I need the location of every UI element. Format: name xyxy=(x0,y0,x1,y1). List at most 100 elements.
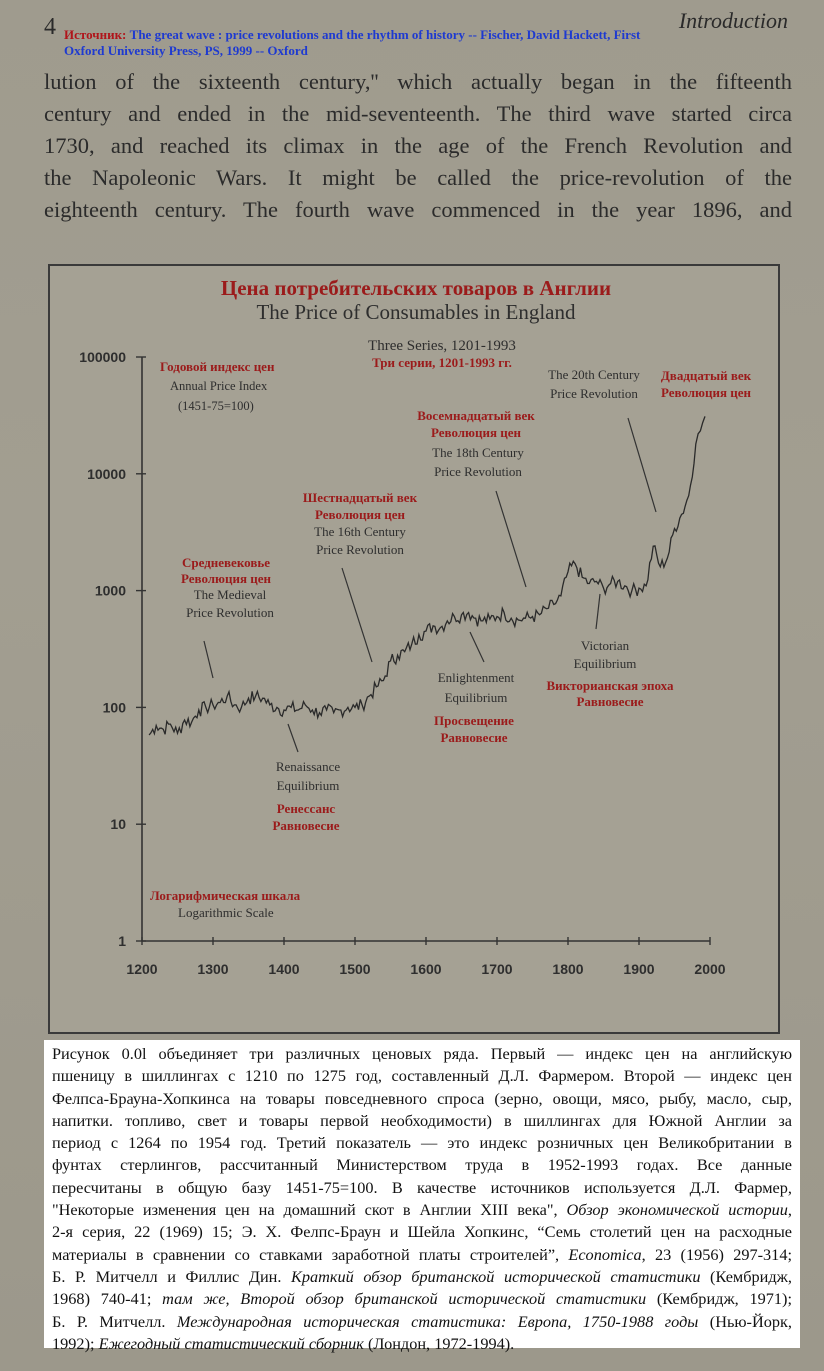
source-line-2: Oxford University Press, PS, 1999 -- Oxf… xyxy=(64,43,308,58)
caption-text: Б. Р. Митчелл. xyxy=(52,1311,177,1331)
caption-line: напитки. топливо, свет и товары первой н… xyxy=(52,1110,792,1132)
caption-text: 1968) 740-41; xyxy=(52,1289,163,1309)
renaissance-pointer xyxy=(287,723,299,753)
body-line: century and ended in the mid-seventeenth… xyxy=(44,101,792,126)
medieval-label-en-2: Price Revolution xyxy=(186,605,274,620)
caption-citation-title: Economica xyxy=(568,1244,642,1264)
source-label: Источник: xyxy=(64,27,127,42)
body-paragraph: lution of the sixteenth century,'' which… xyxy=(44,66,792,226)
body-line: 1730, and reached its climax in the age … xyxy=(44,133,792,158)
caption-text: "Некоторые изменения цен на домашний ско… xyxy=(52,1200,567,1220)
x-tick-label: 1400 xyxy=(268,961,299,977)
index-label-en: Annual Price Index xyxy=(170,379,268,393)
caption-line: Б. Р. Митчелл. Международная историческа… xyxy=(52,1311,792,1333)
caption-line: 1992); Ежегодный статистический сборник … xyxy=(52,1333,792,1355)
c16-pointer xyxy=(341,567,373,663)
enlightenment-label-ru-2: Равновесие xyxy=(440,730,507,745)
scale-label-en: Logarithmic Scale xyxy=(178,905,274,920)
caption-text: напитки. топливо, свет и товары первой н… xyxy=(52,1110,792,1130)
c18-pointer xyxy=(495,490,527,588)
renaissance-label-ru-2: Равновесие xyxy=(272,818,339,833)
caption-line: "Некоторые изменения цен на домашний ско… xyxy=(52,1199,792,1221)
caption-text: Фелпса-Брауна-Хопкинса на товары повседн… xyxy=(52,1088,792,1108)
c20-label-ru-2: Революция цен xyxy=(661,385,752,400)
victorian-pointer xyxy=(595,593,601,630)
chart-subtitle-ru: Три серии, 1201-1993 гг. xyxy=(372,355,512,370)
x-tick-label: 1200 xyxy=(126,961,157,977)
caption-citation-title: Обзор экономической истории xyxy=(566,1200,788,1220)
caption-line: пересчитаны в общую базу 1451-75=100. В … xyxy=(52,1177,792,1199)
x-tick-label: 2000 xyxy=(694,961,725,977)
caption-line: период с 1264 по 1954 год. Третий показа… xyxy=(52,1132,792,1154)
enlightenment-pointer xyxy=(469,631,485,663)
x-tick-label: 1600 xyxy=(410,961,441,977)
caption-text: фунтах стерлингов, рассчитанный Министер… xyxy=(52,1155,792,1175)
y-tick-label: 1000 xyxy=(95,583,126,599)
y-tick-label: 1 xyxy=(118,933,126,949)
caption-line: фунтах стерлингов, рассчитанный Министер… xyxy=(52,1154,792,1176)
x-tick-label: 1700 xyxy=(481,961,512,977)
caption-text: , xyxy=(787,1200,792,1220)
enlightenment-label-en-2: Equilibrium xyxy=(445,690,508,705)
c20-label-en-2: Price Revolution xyxy=(550,386,638,401)
caption-line: 1968) 740-41; там же, Второй обзор брита… xyxy=(52,1288,792,1310)
caption-line: Рисунок 0.0l объединяет три различных це… xyxy=(52,1043,792,1065)
c18-label-en-1: The 18th Century xyxy=(432,445,524,460)
caption-text: период с 1264 по 1954 год. Третий показа… xyxy=(52,1133,792,1153)
body-line: the Napoleonic Wars. It might be called … xyxy=(44,165,792,190)
c16-label-ru-1: Шестнадцатый век xyxy=(303,490,418,505)
source-line-1: The great wave : price revolutions and t… xyxy=(129,27,641,42)
caption-text: 1992); xyxy=(52,1333,99,1353)
caption-text: (Нью-Йорк, xyxy=(698,1311,793,1331)
c18-label-en-2: Price Revolution xyxy=(434,464,522,479)
enlightenment-label-en-1: Enlightenment xyxy=(438,670,515,685)
caption-citation-title: там же, Второй обзор британской историче… xyxy=(162,1289,647,1309)
body-line: lution of the sixteenth century,'' which… xyxy=(44,69,792,94)
series-line xyxy=(148,416,706,736)
enlightenment-label-ru-1: Просвещение xyxy=(434,713,514,728)
c16-label-en-2: Price Revolution xyxy=(316,542,404,557)
price-chart-figure: Цена потребительских товаров в Англии Th… xyxy=(48,264,780,1034)
caption-text: пересчитаны в общую базу 1451-75=100. В … xyxy=(52,1177,792,1197)
medieval-label-en-1: The Medieval xyxy=(194,587,267,602)
x-tick-label: 1900 xyxy=(623,961,654,977)
caption-citation-title: Международная историческая статистика: Е… xyxy=(176,1311,699,1331)
caption-text: (Лондон, 1972-1994). xyxy=(363,1333,515,1353)
caption-text: пшеницу в шиллингах с 1210 по 1275 год, … xyxy=(52,1066,792,1086)
victorian-label-en-2: Equilibrium xyxy=(574,656,637,671)
caption-citation-title: Краткий обзор британской исторической ст… xyxy=(291,1266,701,1286)
renaissance-label-en-2: Equilibrium xyxy=(277,778,340,793)
caption-text: (Кембридж, xyxy=(700,1266,792,1286)
medieval-label-ru-2: Революция цен xyxy=(181,571,272,586)
figure-caption: Рисунок 0.0l объединяет три различных це… xyxy=(44,1040,800,1353)
medieval-pointer xyxy=(203,640,214,679)
c18-label-ru-1: Восемнадцатый век xyxy=(417,408,535,423)
y-tick-label: 10 xyxy=(110,816,126,832)
victorian-label-ru-1: Викторианская эпоха xyxy=(546,678,674,693)
caption-citation-title: Ежегодный статистический сборник xyxy=(98,1333,364,1353)
caption-text: Б. Р. Митчелл и Филлис Дин. xyxy=(52,1266,292,1286)
x-tick-label: 1800 xyxy=(552,961,583,977)
index-label-ru: Годовой индекс цен xyxy=(160,359,275,374)
caption-text: (Кембридж, 1971); xyxy=(646,1289,792,1309)
caption-text: 2-я серия, 22 (1969) 15; Э. Х. Фелпс-Бра… xyxy=(52,1222,792,1242)
source-note: Источник: The great wave : price revolut… xyxy=(64,27,704,59)
chart-title-en: The Price of Consumables in England xyxy=(256,300,576,324)
y-tick-label: 10000 xyxy=(87,466,126,482)
c16-label-ru-2: Революция цен xyxy=(315,507,406,522)
caption-text: , 23 (1956) 297-314; xyxy=(641,1244,792,1264)
y-tick-label: 100000 xyxy=(79,349,126,365)
caption-line: материалы в сравнении со ставками зарабо… xyxy=(52,1244,792,1266)
renaissance-label-ru-1: Ренессанс xyxy=(277,801,336,816)
body-line: eighteenth century. The fourth wave comm… xyxy=(44,197,792,222)
caption-text: материалы в сравнении со ставками зарабо… xyxy=(52,1244,569,1264)
chart-title-ru: Цена потребительских товаров в Англии xyxy=(221,276,611,300)
chart-subtitle-en: Three Series, 1201-1993 xyxy=(368,338,516,354)
price-chart: Цена потребительских товаров в Англии Th… xyxy=(79,276,752,977)
c16-label-en-1: The 16th Century xyxy=(314,524,406,539)
c18-label-ru-2: Революция цен xyxy=(431,425,522,440)
running-head: Introduction xyxy=(678,8,788,33)
c20-pointer xyxy=(627,417,657,513)
